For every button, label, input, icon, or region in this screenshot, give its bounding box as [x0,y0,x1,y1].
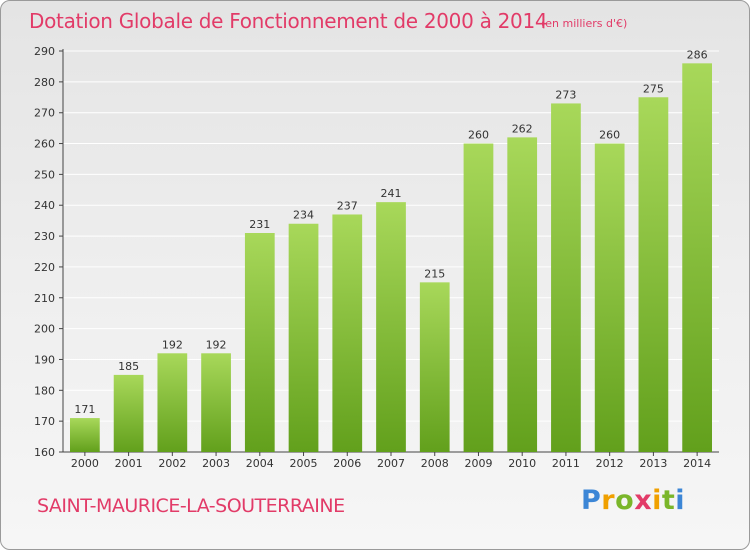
bars [69,63,713,453]
y-tick-label: 160 [34,446,55,459]
value-label: 275 [643,82,664,95]
bar-2006[interactable] [332,214,363,452]
logo-letter: x [634,485,653,516]
bar-2013[interactable] [638,97,669,453]
logo-letter: o [615,485,635,516]
value-label: 171 [74,403,95,416]
bar-2001[interactable] [113,374,144,452]
value-label: 215 [424,267,445,280]
x-tick-label: 2009 [464,457,492,470]
value-label: 192 [162,338,183,351]
bar-2000[interactable] [69,418,100,452]
value-label: 273 [555,88,576,101]
x-tick-label: 2010 [508,457,536,470]
logo-letter: r [601,485,616,516]
value-label: 262 [512,122,533,135]
y-tick-label: 170 [34,415,55,428]
y-tick-label: 190 [34,353,55,366]
value-label: 260 [599,129,620,142]
bar-2003[interactable] [201,353,231,452]
y-tick-label: 280 [34,76,55,89]
logo-letter: t [661,485,676,516]
value-label: 234 [293,209,314,222]
x-tick-label: 2012 [596,457,624,470]
y-tick-label: 240 [34,199,55,212]
x-tick-label: 2011 [552,457,580,470]
bar-2009[interactable] [463,143,494,453]
commune-name: SAINT-MAURICE-LA-SOUTERRAINE [37,495,345,517]
y-tick-label: 180 [34,384,55,397]
x-tick-label: 2013 [639,457,667,470]
x-tick-label: 2014 [683,457,711,470]
proxiti-logo[interactable]: Proxiti [581,487,685,514]
unit-note: (en milliers d'€) [541,17,628,30]
x-tick-label: 2000 [71,457,99,470]
value-label: 185 [118,360,139,373]
y-tick-label: 270 [34,107,55,120]
chart-title: Dotation Globale de Fonctionnement de 20… [29,9,548,33]
value-label: 241 [381,187,402,200]
x-tick-label: 2008 [421,457,449,470]
axes: 160 170 180 190 200 210 220 230 240 250 260 270 280 2… [34,45,719,470]
value-label: 260 [468,129,489,142]
y-tick-label: 250 [34,168,55,181]
value-label: 231 [249,218,270,231]
bar-2012[interactable] [594,143,625,453]
value-label: 192 [206,338,227,351]
y-tick-label: 210 [34,292,55,305]
value-label: 237 [337,199,358,212]
y-tick-label: 200 [34,323,55,336]
bar-2007[interactable] [376,202,406,452]
x-tick-label: 2007 [377,457,405,470]
bar-2014[interactable] [682,63,713,452]
bar-2011[interactable] [551,103,581,452]
x-tick-label: 2001 [115,457,143,470]
x-tick-label: 2004 [246,457,274,470]
y-tick-label: 260 [34,138,55,151]
logo-letter: P [581,485,602,516]
bar-2008[interactable] [419,282,450,452]
x-tick-label: 2003 [202,457,230,470]
value-label: 286 [687,48,708,61]
x-tick-label: 2002 [158,457,186,470]
bar-2004[interactable] [244,232,275,452]
logo-letter: i [652,485,662,516]
bar-2010[interactable] [507,137,538,452]
y-tick-label: 290 [34,45,55,58]
logo-letter: i [675,485,686,516]
x-tick-label: 2006 [333,457,361,470]
bar-2002[interactable] [157,353,188,452]
y-tick-label: 220 [34,261,55,274]
bar-2005[interactable] [288,223,319,452]
value-labels: 171 185 192 192 231 234 237 241 215 260 262 273 260 2… [74,48,707,416]
x-tick-label: 2005 [290,457,318,470]
y-tick-label: 230 [34,230,55,243]
